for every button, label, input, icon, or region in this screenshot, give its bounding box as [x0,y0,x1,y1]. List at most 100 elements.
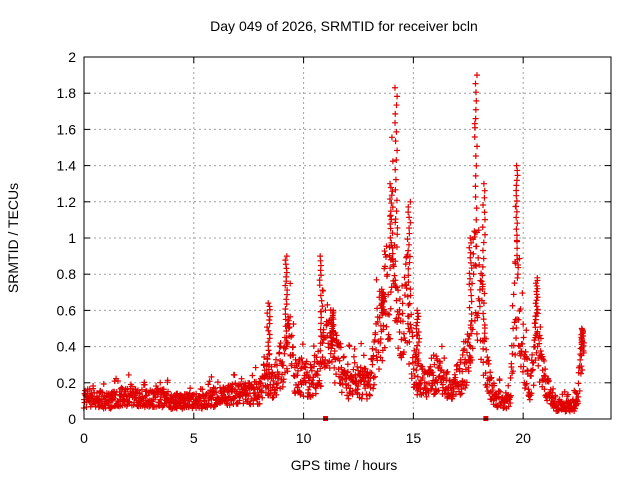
data-point [389,245,396,252]
data-point [288,360,295,367]
data-point [436,358,443,365]
data-point [402,261,409,268]
data-point [480,180,487,187]
data-point [466,332,473,339]
data-point [232,380,239,387]
data-point [275,380,282,387]
chart-title: Day 049 of 2026, SRMTID for receiver bcl… [210,18,478,34]
data-point [317,292,324,299]
data-point [536,379,543,386]
data-point [529,366,536,373]
data-point [414,332,421,339]
data-point [308,367,315,374]
data-point [428,355,435,362]
x-tick-label: 15 [406,430,422,446]
data-point [199,386,206,393]
data-point [407,198,414,205]
data-point [375,349,382,356]
data-point [387,208,394,215]
data-point [534,306,541,313]
data-point [379,357,386,364]
data-point [370,374,377,381]
data-point [387,256,394,263]
data-point [467,343,474,350]
data-point [328,341,335,348]
data-point [317,253,324,260]
data-point [298,355,305,362]
data-point [157,379,164,386]
data-point [234,400,241,407]
data-point [358,377,365,384]
data-point [542,366,549,373]
data-point [108,403,115,410]
data-point [479,337,486,344]
data-point [537,348,544,355]
data-point [449,395,456,402]
data-point [468,310,475,317]
data-points [80,72,587,421]
data-point [509,350,516,357]
data-point [467,254,474,261]
data-point [519,340,526,347]
data-point [394,231,401,238]
data-point [212,385,219,392]
data-point [396,295,403,302]
y-tick-label: 1.2 [57,194,77,210]
data-point [510,291,517,298]
data-point [466,304,473,311]
data-point [480,201,487,208]
data-point [468,317,475,324]
data-point [363,395,370,402]
data-point [387,234,394,241]
data-point [406,313,413,320]
data-point [472,80,479,87]
data-point [296,388,303,395]
data-point [393,102,400,109]
data-point [414,342,421,349]
data-point [401,274,408,281]
data-point [283,273,290,280]
data-point [317,383,324,390]
data-point [508,360,515,367]
data-point [282,282,289,289]
y-tick-label: 1.8 [57,85,77,101]
data-point [482,369,489,376]
data-point [404,236,411,243]
data-point [388,239,395,246]
data-point [399,310,406,317]
data-point [409,333,416,340]
data-point [467,235,474,241]
data-point [337,344,344,351]
data-point [345,382,352,389]
data-point [370,385,377,392]
data-point [519,368,526,375]
data-point [273,356,280,363]
data-point [366,392,373,399]
data-point [470,250,477,257]
data-point [389,204,396,211]
data-point [317,308,324,315]
data-point [386,311,393,318]
data-point [281,350,288,357]
data-point [513,214,520,221]
data-point [165,388,172,395]
data-point [574,400,581,407]
data-point [388,134,395,141]
data-point [475,254,482,261]
data-point [481,322,488,329]
data-point [407,219,414,226]
data-point [269,394,276,401]
data-point [545,378,552,385]
data-point [416,381,423,388]
data-point [303,358,310,365]
data-point [473,72,480,79]
data-point [524,356,531,363]
data-point [349,391,356,398]
data-point [513,162,520,169]
data-point [461,345,468,352]
data-point [343,375,350,382]
data-point [463,379,470,386]
data-point [284,287,291,294]
data-point [396,306,403,313]
data-point [520,363,527,370]
